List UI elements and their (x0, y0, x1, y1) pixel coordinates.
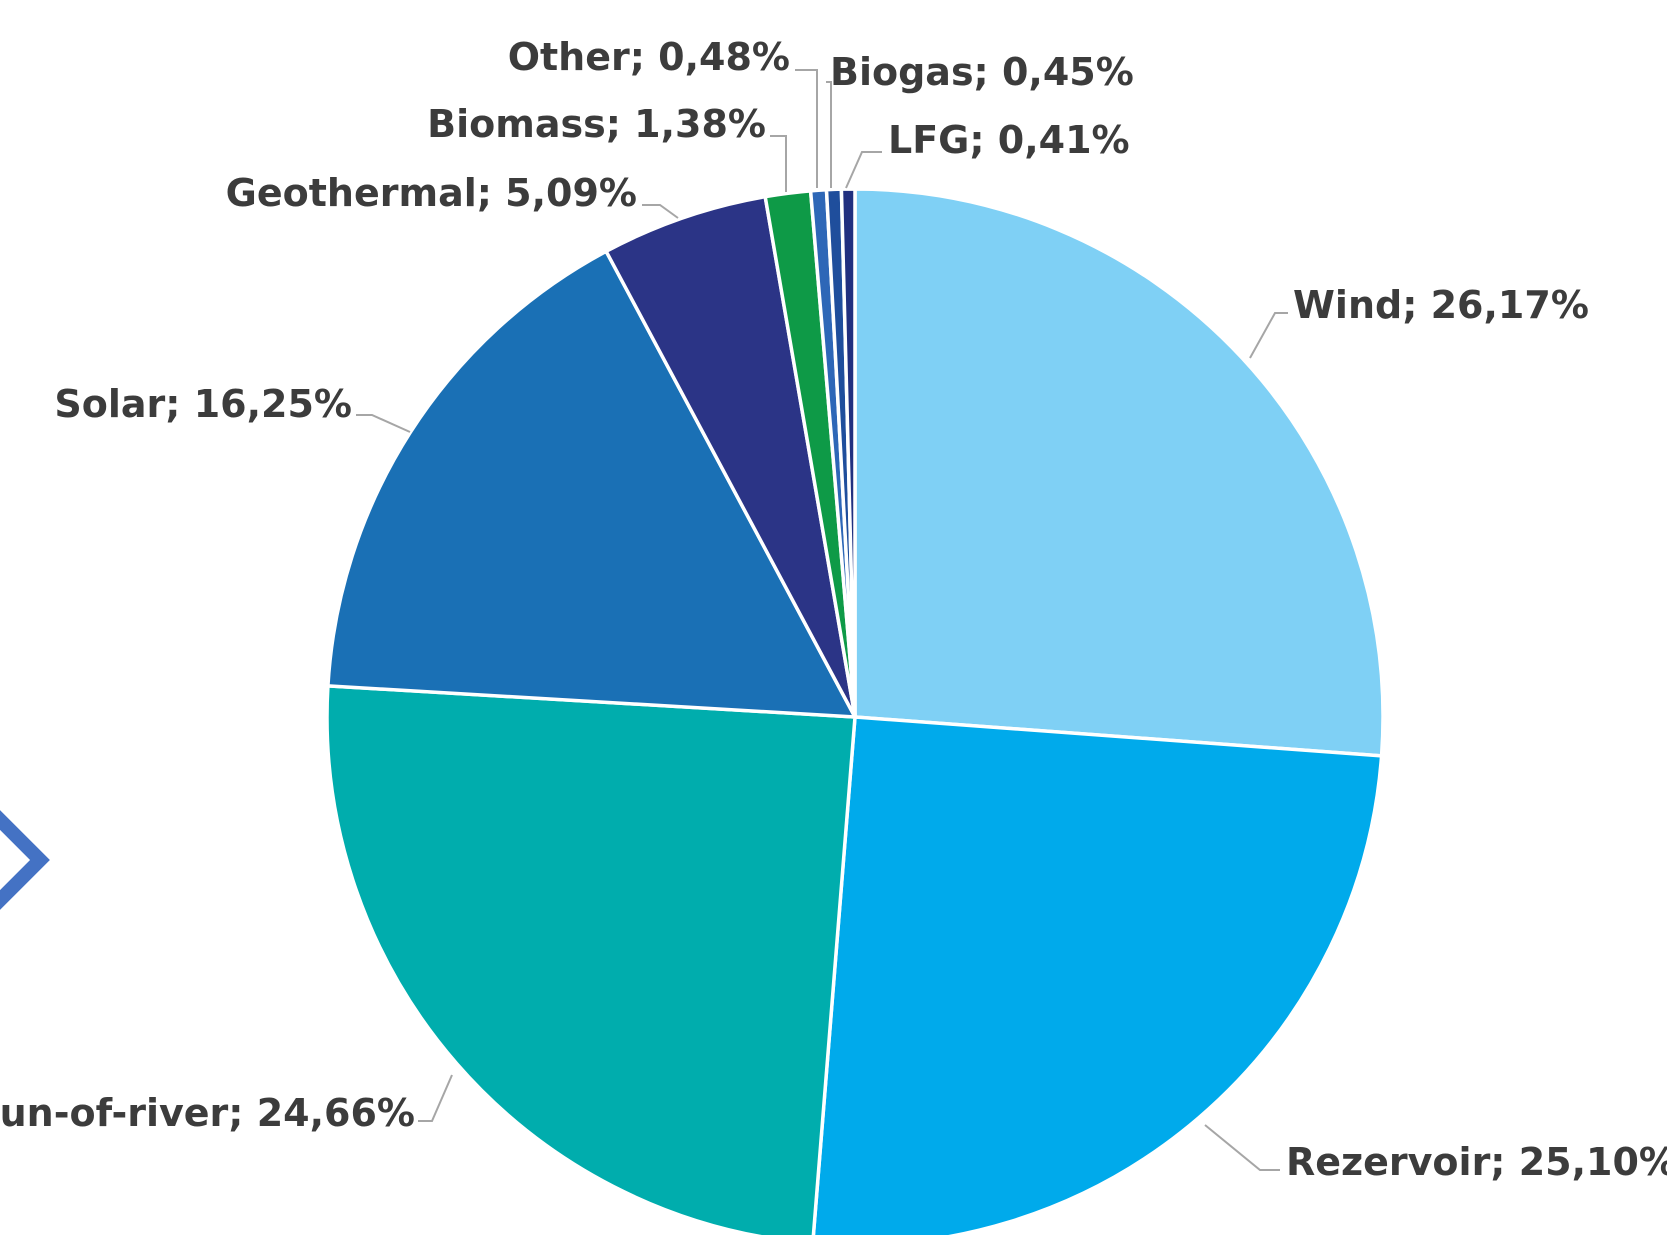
pie-slice-wind (853, 187, 1385, 758)
leader-line-biogas (826, 81, 832, 188)
leader-line-biomass (770, 135, 787, 192)
data-label-biomass: Biomass; 1,38% (427, 102, 766, 146)
pie-slices (325, 187, 1385, 1235)
pie-slice-geothermal (604, 194, 857, 719)
data-label-solar: Solar; 16,25% (54, 382, 352, 426)
data-label-biogas: Biogas; 0,45% (830, 50, 1134, 94)
data-label-run-of-river: Run-of-river; 24,66% (0, 1091, 415, 1135)
pie-slice-solar (326, 249, 857, 719)
pie-slice-lfg (839, 187, 857, 719)
leader-lines (356, 69, 1288, 1171)
leader-line-rezervoir (1204, 1124, 1280, 1171)
leader-line-wind (1249, 312, 1288, 359)
data-labels: Wind; 26,17% Rezervoir; 25,10% Run-of-rive… (0, 35, 1667, 1184)
data-label-other: Other; 0,48% (508, 35, 790, 79)
leader-line-solar (356, 414, 411, 433)
data-label-lfg: LFG; 0,41% (888, 118, 1130, 162)
data-label-geothermal: Geothermal; 5,09% (226, 171, 637, 215)
leader-line-other (795, 69, 818, 188)
leader-line-geothermal (642, 204, 679, 219)
leader-line-lfg (845, 151, 882, 189)
chevron-right-icon (0, 810, 50, 910)
data-label-wind: Wind; 26,17% (1293, 283, 1589, 327)
pie-slice-run-of-river (325, 684, 857, 1235)
data-label-rezervoir: Rezervoir; 25,10% (1286, 1140, 1667, 1184)
pie-slice-rezervoir (811, 715, 1384, 1235)
leader-line-run-of-river (418, 1074, 453, 1122)
